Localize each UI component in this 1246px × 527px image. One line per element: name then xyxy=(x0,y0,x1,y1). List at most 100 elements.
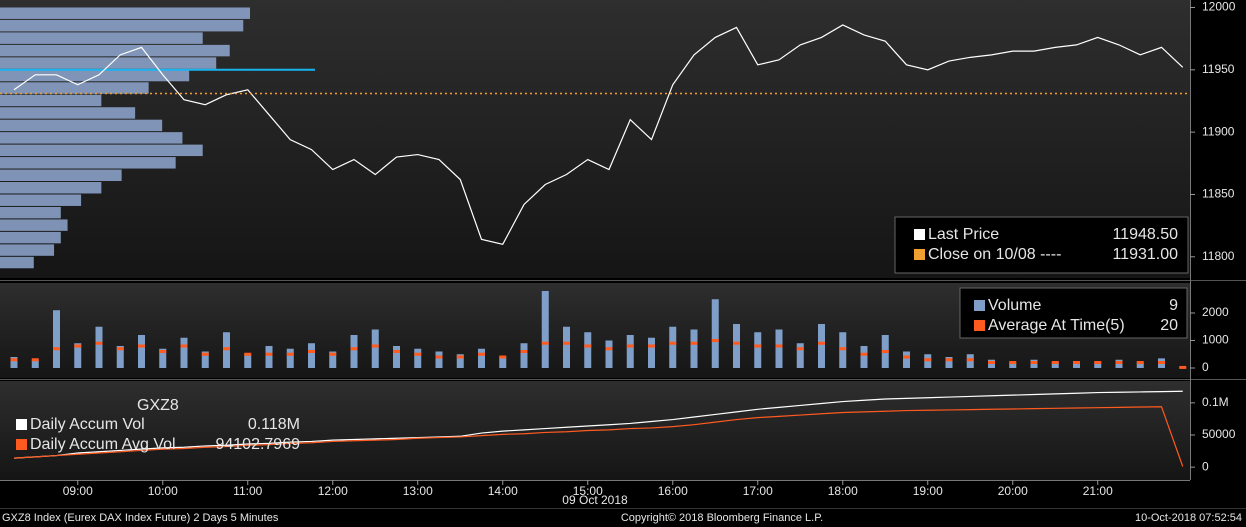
average-marker xyxy=(924,358,932,362)
average-marker xyxy=(1030,360,1038,364)
average-marker xyxy=(393,349,400,353)
footer-right: 10-Oct-2018 07:52:54 xyxy=(1135,512,1242,524)
volume-bar xyxy=(286,348,294,368)
legend-label: Volume xyxy=(988,297,1041,314)
legend-swatch xyxy=(914,249,925,260)
profile-bar xyxy=(0,44,230,57)
volume-bar xyxy=(53,310,60,368)
volume-bar xyxy=(903,351,910,368)
volume-bar xyxy=(648,337,655,368)
x-tick-label: 17:00 xyxy=(743,484,773,498)
average-marker xyxy=(775,344,783,348)
average-marker xyxy=(180,344,188,348)
footer-center: Copyright© 2018 Bloomberg Finance L.P. xyxy=(621,512,823,524)
average-marker xyxy=(881,349,889,353)
volume-bar xyxy=(478,348,485,368)
x-tick-label: 09:00 xyxy=(63,484,93,498)
volume-bar xyxy=(456,354,464,368)
profile-bar xyxy=(0,169,122,182)
average-marker xyxy=(308,349,315,353)
volume-bar xyxy=(690,329,698,368)
legend-swatch xyxy=(974,300,985,311)
volume-bar xyxy=(95,326,103,368)
average-marker xyxy=(903,355,910,359)
average-marker xyxy=(1136,360,1144,364)
volume-bar xyxy=(669,326,677,368)
average-marker xyxy=(138,344,145,348)
average-marker xyxy=(159,349,167,353)
legend-box xyxy=(959,287,1188,339)
volume-bar xyxy=(371,329,379,368)
volume-bar xyxy=(733,323,740,368)
profile-bar xyxy=(0,157,176,169)
average-marker xyxy=(584,344,592,348)
legend-value: 0.118M xyxy=(248,416,300,433)
average-marker xyxy=(690,341,698,345)
volume-bar xyxy=(563,326,570,368)
legend-swatch xyxy=(16,439,27,450)
legend-label: Daily Accum Avg Vol xyxy=(30,436,176,453)
average-marker xyxy=(605,347,613,351)
volume-bar xyxy=(31,359,39,368)
y-tick-label: 2000 xyxy=(1202,305,1229,319)
average-marker xyxy=(711,338,719,342)
average-marker xyxy=(626,344,634,348)
x-tick-label: 18:00 xyxy=(828,484,858,498)
volume-bar xyxy=(775,329,783,368)
average-marker xyxy=(223,347,230,351)
average-marker xyxy=(754,344,762,348)
y-tick-label: 0 xyxy=(1202,459,1209,473)
average-marker xyxy=(286,352,294,356)
x-tick-label: 15:00 xyxy=(573,484,603,498)
volume-bar xyxy=(201,351,209,368)
legend-value: 94102.7969 xyxy=(215,436,300,453)
y-tick-label: 1000 xyxy=(1202,333,1229,347)
footer-left: GXZ8 Index (Eurex DAX Index Future) 2 Da… xyxy=(2,512,279,524)
profile-bar xyxy=(0,82,149,94)
y-tick-label: 0 xyxy=(1202,360,1209,374)
legend-value: 11931.00 xyxy=(1112,246,1178,263)
average-marker xyxy=(860,352,868,356)
volume-bar xyxy=(818,323,825,368)
volume-bar xyxy=(414,348,422,368)
x-tick-label: 12:00 xyxy=(318,484,348,498)
average-marker xyxy=(265,352,273,356)
profile-bar xyxy=(0,94,102,107)
profile-bar xyxy=(0,19,244,32)
y-tick-label: 0.1M xyxy=(1202,395,1229,409)
volume-bar xyxy=(860,345,868,368)
volume-bar xyxy=(393,345,400,368)
average-marker xyxy=(1094,360,1102,364)
volume-bar xyxy=(605,340,613,368)
average-marker xyxy=(478,352,485,356)
volume-bar xyxy=(711,299,719,368)
average-marker xyxy=(1179,365,1187,369)
panel-title: GXZ8 xyxy=(137,397,179,414)
profile-bar xyxy=(0,231,61,244)
volume-bar xyxy=(1051,362,1059,368)
average-marker xyxy=(945,358,953,362)
average-marker xyxy=(839,347,847,351)
average-marker xyxy=(648,344,655,348)
average-marker xyxy=(371,344,379,348)
x-tick-label: 19:00 xyxy=(913,484,943,498)
average-marker xyxy=(95,341,103,345)
average-marker xyxy=(499,355,507,359)
average-marker xyxy=(1009,360,1017,364)
profile-bar xyxy=(0,107,136,119)
volume-bar xyxy=(116,345,124,368)
volume-bar xyxy=(520,343,528,368)
profile-bar xyxy=(0,206,61,219)
average-marker xyxy=(1051,360,1059,364)
y-tick-label: 50000 xyxy=(1202,427,1236,441)
profile-bar xyxy=(0,69,190,82)
volume-bar xyxy=(1009,362,1017,368)
x-tick-label: 21:00 xyxy=(1083,484,1113,498)
average-marker xyxy=(74,344,82,348)
x-axis-label: 09 Oct 2018 xyxy=(562,493,628,507)
volume-bar xyxy=(1094,362,1102,368)
volume-bar xyxy=(754,332,762,368)
average-marker xyxy=(329,352,337,356)
average-marker xyxy=(733,341,740,345)
